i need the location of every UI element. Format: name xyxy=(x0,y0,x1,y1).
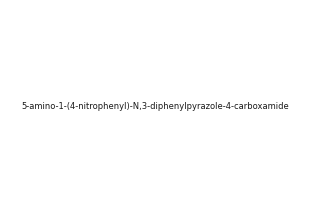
Text: 5-amino-1-(4-nitrophenyl)-N,3-diphenylpyrazole-4-carboxamide: 5-amino-1-(4-nitrophenyl)-N,3-diphenylpy… xyxy=(21,102,289,111)
